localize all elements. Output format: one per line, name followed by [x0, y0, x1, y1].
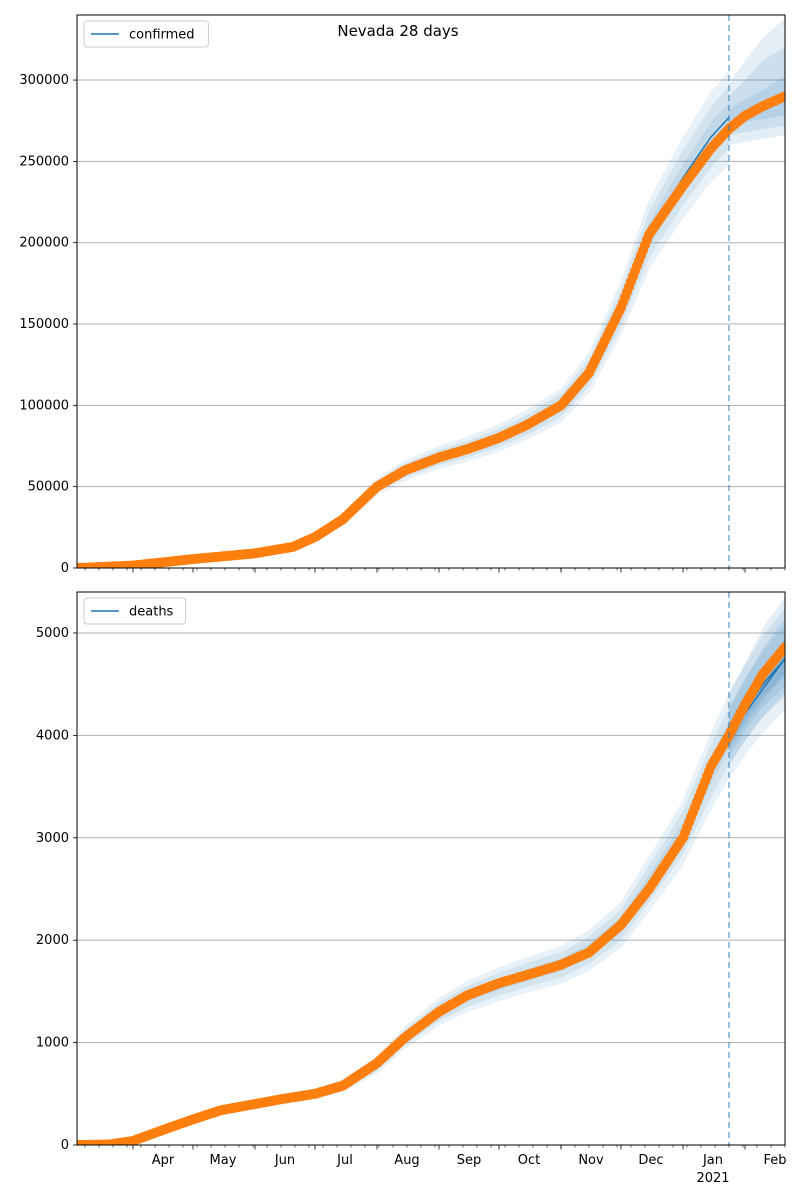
- legend-box: [83, 20, 209, 48]
- ytick-label: 3000: [36, 831, 69, 846]
- xtick-label: Jun: [274, 1153, 295, 1168]
- xtick-label: Apr: [152, 1153, 175, 1168]
- deaths-panel: 0 1000 2000 3000 4000 5000 deaths: [36, 591, 786, 1153]
- ytick-label: 100000: [19, 398, 69, 413]
- xtick-label: Jul: [336, 1153, 353, 1168]
- ytick-label: 150000: [19, 317, 69, 332]
- ytick-label: 300000: [19, 73, 69, 88]
- axes-frame: [76, 14, 786, 569]
- ytick-label: 250000: [19, 154, 69, 169]
- xtick-label: Jan: [702, 1153, 723, 1168]
- plot-area: [77, 18, 785, 568]
- legend: deaths: [83, 597, 187, 625]
- xtick-label: Nov: [578, 1153, 604, 1168]
- legend-box: [83, 597, 187, 625]
- xtick-label: Oct: [518, 1153, 540, 1168]
- legend-label: deaths: [129, 605, 174, 620]
- ytick-label: 2000: [36, 933, 69, 948]
- figure-title: Nevada 28 days: [337, 22, 458, 40]
- observed-point: [780, 91, 785, 102]
- ytick-label: 1000: [36, 1036, 69, 1051]
- plot-area: [77, 597, 785, 1145]
- xtick-year-label: 2021: [696, 1171, 729, 1186]
- uncertainty-band: [77, 607, 785, 1145]
- xtick-label: Feb: [763, 1153, 786, 1168]
- uncertainty-band: [77, 624, 785, 1145]
- ytick-label: 0: [61, 1138, 69, 1153]
- axes-frame: [76, 591, 786, 1146]
- ytick-label: 0: [61, 561, 69, 576]
- xtick-label: Dec: [638, 1153, 663, 1168]
- ytick-label: 200000: [19, 236, 69, 251]
- ytick-label: 5000: [36, 626, 69, 641]
- confirmed-panel: 0 50000 100000 150000 200000 250000 300000 conf…: [19, 14, 786, 576]
- xtick-label: Aug: [394, 1153, 419, 1168]
- ytick-label: 50000: [28, 480, 69, 495]
- xtick-label: Sep: [457, 1153, 482, 1168]
- ytick-label: 4000: [36, 728, 69, 743]
- xtick-label: May: [210, 1153, 237, 1168]
- observed-point: [780, 642, 785, 653]
- legend: confirmed: [83, 20, 209, 48]
- x-axis: Apr May Jun Jul Aug Sep Oct Nov Dec Jan Feb 2021: [152, 1153, 787, 1186]
- legend-label: confirmed: [129, 28, 195, 43]
